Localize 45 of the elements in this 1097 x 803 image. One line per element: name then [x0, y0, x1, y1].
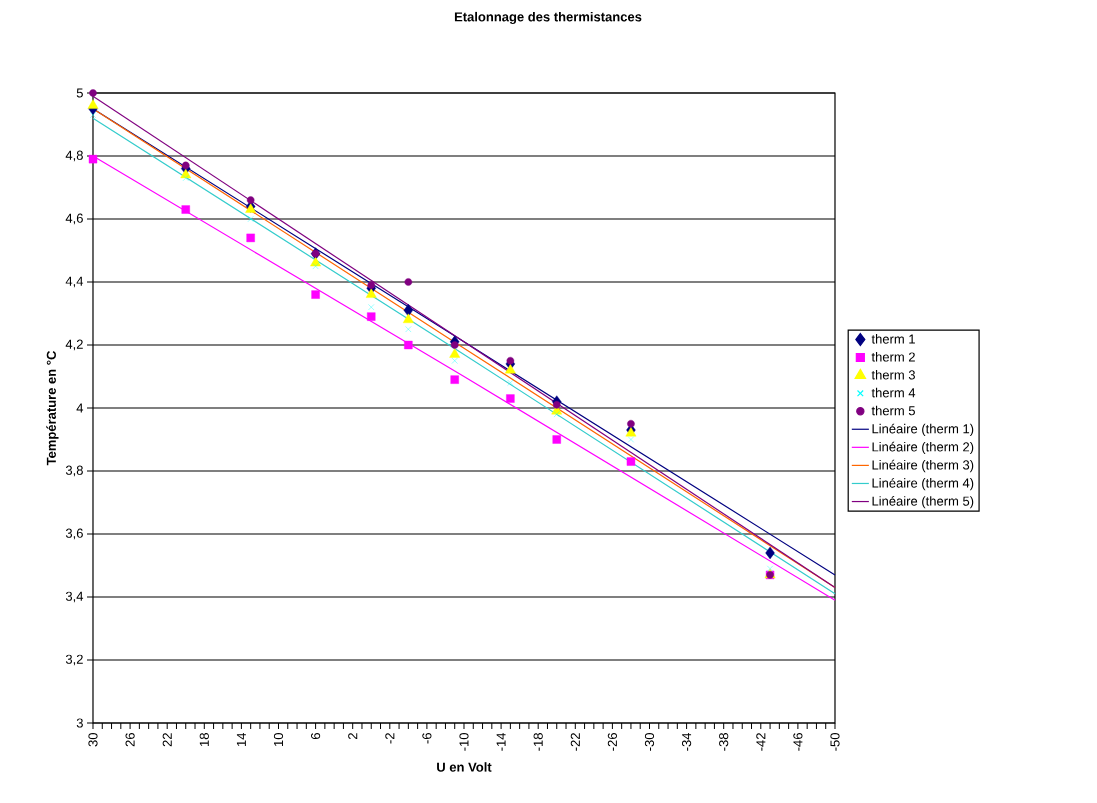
legend-label: therm 2: [871, 352, 915, 362]
x-tick-label: 26: [125, 733, 135, 747]
y-tick-label: 4,2: [65, 339, 83, 351]
x-tick-label: -38: [719, 733, 729, 751]
legend-label: Linéaire (therm 3): [872, 459, 974, 473]
x-tick-label: -46: [793, 733, 803, 751]
x-tick-label: -30: [644, 733, 655, 751]
y-tick-label: 5: [76, 88, 83, 98]
x-tick-label: 30: [88, 733, 98, 747]
x-tick-label: -50: [830, 733, 840, 751]
legend-label: therm 3: [871, 369, 915, 380]
x-tick-label: 18: [199, 733, 209, 746]
y-tick-label: 4,8: [65, 150, 83, 162]
y-tick-label: 3,6: [65, 528, 83, 540]
x-tick-label: -34: [681, 732, 692, 751]
x-tick-label: 10: [273, 733, 284, 746]
x-tick-label: -2: [385, 733, 395, 744]
legend-label: Linéaire (therm 2): [872, 441, 974, 455]
x-tick-label: 6: [310, 733, 321, 740]
y-tick-label: 3,2: [65, 654, 83, 666]
x-tick-label: 22: [162, 733, 172, 747]
x-tick-label: 14: [236, 732, 246, 746]
y-tick-label: 4,4: [65, 276, 84, 288]
x-tick-label: -10: [459, 733, 469, 751]
legend-label: therm 4: [871, 387, 916, 398]
x-tick-label: -26: [607, 733, 617, 751]
legend-label: Linéaire (therm 1): [872, 423, 974, 436]
legend-label: therm 5: [871, 405, 915, 416]
y-tick-label: 4: [76, 403, 84, 413]
y-tick-label: 4,6: [65, 213, 83, 225]
chart-title: Etalonnage des thermistances: [454, 11, 642, 25]
x-axis-title: U en Volt: [437, 762, 492, 772]
legend-label: Linéaire (therm 4): [872, 477, 974, 491]
x-tick-label: -22: [570, 733, 580, 751]
x-tick-label: -14: [496, 732, 506, 751]
y-axis-title: Température en °C: [46, 350, 59, 466]
x-tick-label: 2: [348, 733, 358, 740]
legend-label: therm 1: [871, 334, 915, 344]
y-tick-label: 3,8: [65, 465, 83, 477]
x-tick-label: -18: [533, 733, 543, 751]
x-tick-label: -6: [422, 733, 432, 744]
y-tick-label: 3,4: [65, 591, 84, 603]
legend-label: Linéaire (therm 5): [872, 496, 974, 509]
x-tick-label: -42: [756, 733, 766, 751]
y-tick-label: 3: [76, 718, 83, 728]
